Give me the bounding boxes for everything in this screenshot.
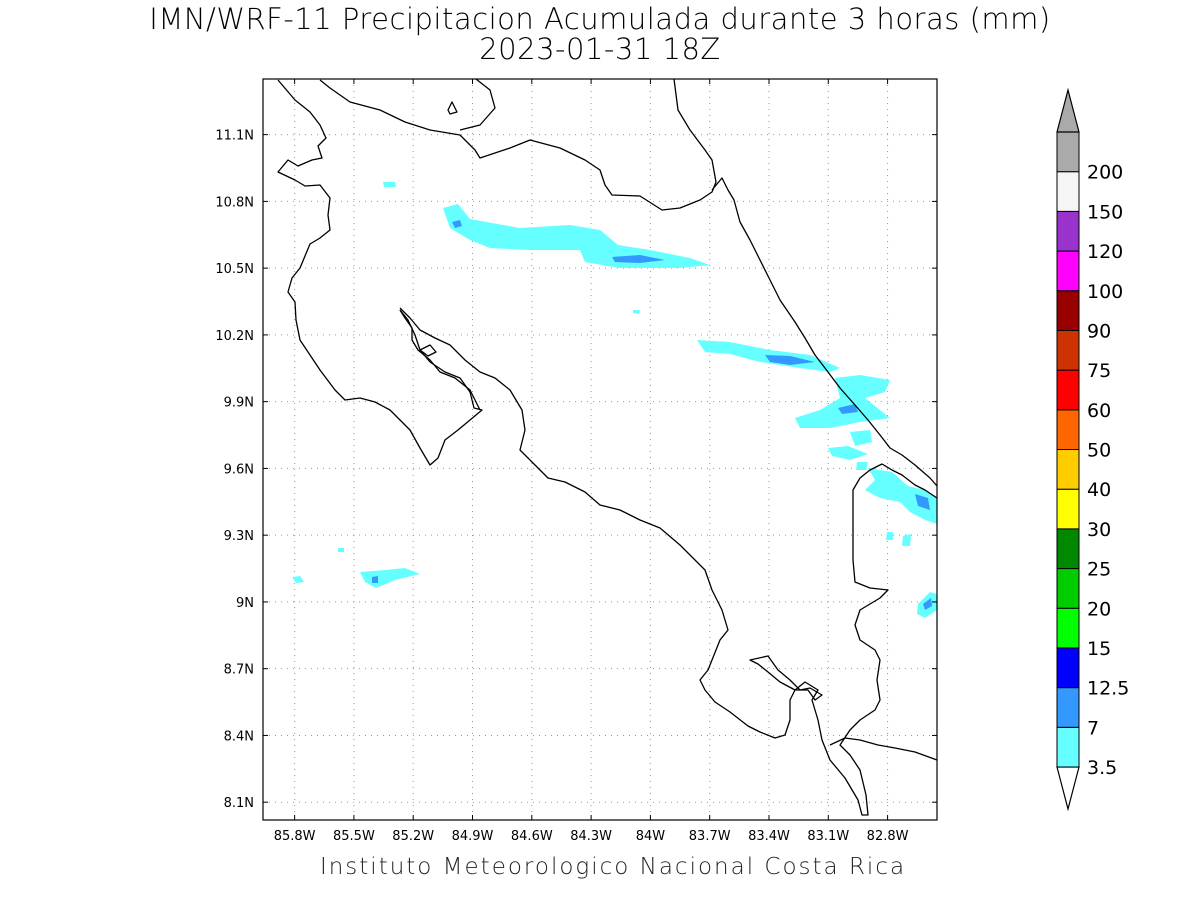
- colorbar-swatch: [1056, 409, 1080, 450]
- y-tick-label: 10.8N: [215, 195, 254, 210]
- map-subtitle: 2023-01-31 18Z: [479, 32, 721, 66]
- x-tick-label: 84.9W: [452, 829, 494, 844]
- colorbar-max-arrow: [1056, 87, 1080, 133]
- y-tick-label: 8.1N: [224, 796, 254, 811]
- x-tick-label: 83.1W: [807, 829, 849, 844]
- precip-core-limon: [838, 404, 858, 414]
- colorbar-swatch: [1056, 528, 1080, 570]
- x-tick-label: 83.7W: [689, 829, 731, 844]
- caribbean-coast: [711, 177, 938, 487]
- precipitation-field: [292, 182, 937, 618]
- precip-patch-southeast: [865, 468, 937, 524]
- precip-patch-small-2: [633, 310, 640, 314]
- colorbar-swatch: [1056, 171, 1080, 212]
- nicaragua-lake-shore: [319, 78, 717, 211]
- colorbar-swatch: [1056, 369, 1080, 411]
- colorbar-label: 7: [1087, 717, 1099, 739]
- colorbar-label: 40: [1087, 479, 1111, 501]
- colorbar: 3.5 7 12.5 15 20 25 30 40 50 60 75 90 100 120 150 200: [1056, 87, 1129, 812]
- y-tick-label: 9N: [236, 596, 254, 611]
- precip-core-pacific: [372, 576, 378, 583]
- colorbar-label: 3.5: [1087, 757, 1117, 779]
- y-tick-label: 8.4N: [224, 729, 254, 744]
- colorbar-label: 200: [1087, 162, 1123, 184]
- precip-core-north-2: [452, 220, 462, 228]
- colorbar-label: 150: [1087, 201, 1123, 223]
- y-tick-label: 8.7N: [224, 663, 254, 678]
- colorbar-swatch: [1056, 687, 1080, 728]
- y-axis-ticks: 11.1N 10.8N 10.5N 10.2N 9.9N 9.6N 9.3N 9N 8.7N 8.…: [215, 129, 937, 811]
- precip-patch-north: [443, 204, 710, 268]
- x-tick-label: 82.8W: [867, 829, 909, 844]
- x-tick-label: 84.3W: [570, 829, 612, 844]
- colorbar-label: 60: [1087, 400, 1111, 422]
- precip-patch-small-3: [856, 462, 868, 470]
- precip-patch-limon: [795, 375, 890, 428]
- precip-core-caribbean: [765, 355, 815, 365]
- x-tick-label: 85.2W: [392, 829, 434, 844]
- colorbar-swatch: [1056, 250, 1080, 292]
- y-tick-label: 10.5N: [215, 262, 254, 277]
- precip-patch-small-1: [383, 182, 396, 187]
- y-tick-label: 10.2N: [215, 329, 254, 344]
- colorbar-swatch: [1056, 329, 1080, 371]
- precip-patch-small-5: [902, 534, 911, 546]
- pacific-coast-nicoya: [399, 309, 481, 411]
- coastlines: [277, 78, 938, 816]
- colorbar-swatch: [1056, 607, 1080, 649]
- colorbar-min-arrow: [1056, 766, 1080, 812]
- precip-patch-pacific-2: [292, 576, 304, 583]
- nicaragua-border: [459, 78, 496, 131]
- y-tick-label: 9.3N: [224, 529, 254, 544]
- map-area: [263, 79, 937, 820]
- x-tick-label: 84.6W: [511, 829, 553, 844]
- colorbar-swatch: [1056, 647, 1080, 689]
- panama-coast: [829, 737, 938, 761]
- footer-credit: Instituto Meteorologico Nacional Costa R…: [319, 854, 907, 880]
- y-tick-label: 9.6N: [224, 462, 254, 477]
- colorbar-label: 100: [1087, 281, 1123, 303]
- precip-patch-coast-2: [828, 446, 868, 460]
- colorbar-label: 75: [1087, 360, 1111, 382]
- grid-lines: [263, 79, 937, 820]
- x-tick-label: 84W: [636, 829, 666, 844]
- precip-core-north-1: [612, 255, 665, 263]
- precip-core-southeast: [915, 494, 930, 510]
- colorbar-swatch: [1056, 210, 1080, 252]
- y-tick-label: 11.1N: [215, 129, 254, 144]
- precip-patch-small-4: [886, 532, 893, 540]
- colorbar-label: 120: [1087, 241, 1123, 263]
- colorbar-label: 25: [1087, 559, 1111, 581]
- lake-island: [447, 101, 458, 115]
- gulf-island: [419, 344, 437, 357]
- precip-patch-pacific-3: [338, 548, 344, 552]
- map-frame: [262, 78, 938, 821]
- colorbar-swatch: [1056, 726, 1080, 768]
- nicaragua-coast-north: [277, 79, 483, 466]
- colorbar-label: 15: [1087, 638, 1111, 660]
- x-tick-label: 83.4W: [748, 829, 790, 844]
- colorbar-label: 12.5: [1087, 678, 1129, 700]
- x-axis-ticks: 85.8W 85.5W 85.2W 84.9W 84.6W 84.3W 84W 83.7W 83…: [274, 79, 909, 844]
- colorbar-label: 90: [1087, 320, 1111, 342]
- colorbar-swatch: [1056, 568, 1080, 609]
- colorbar-swatch: [1056, 449, 1080, 490]
- x-tick-label: 85.8W: [274, 829, 316, 844]
- colorbar-label: 50: [1087, 440, 1111, 462]
- precip-core-talamanca: [923, 598, 932, 610]
- colorbar-label: 20: [1087, 598, 1111, 620]
- osa-peninsula: [749, 655, 823, 701]
- precip-patch-coast-1: [850, 430, 872, 446]
- map-title: IMN/WRF-11 Precipitacion Acumulada duran…: [149, 2, 1051, 36]
- colorbar-swatch: [1056, 290, 1080, 331]
- colorbar-swatch: [1056, 131, 1080, 173]
- colorbar-swatch: [1056, 488, 1080, 530]
- y-tick-label: 9.9N: [224, 396, 254, 411]
- x-tick-label: 85.5W: [333, 829, 375, 844]
- colorbar-label: 30: [1087, 519, 1111, 541]
